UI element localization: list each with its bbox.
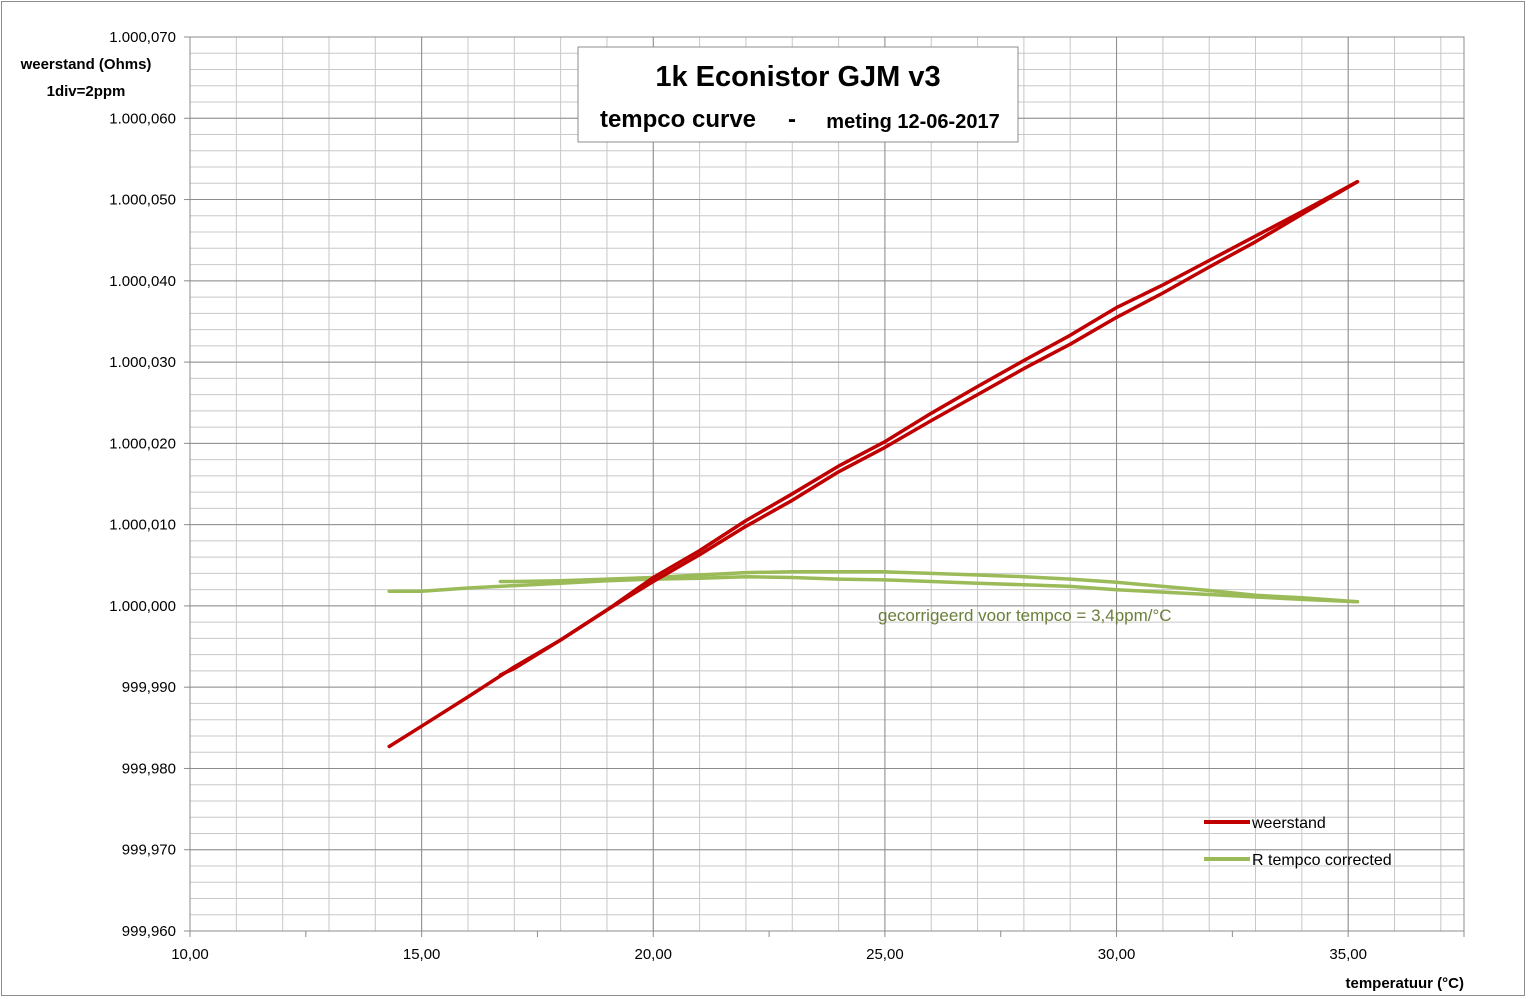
y-tick-label: 1.000,000: [109, 598, 176, 615]
x-tick-label: 10,00: [171, 946, 209, 963]
x-axis-label: temperatuur (°C): [1345, 975, 1464, 992]
legend-label-corrected: R tempco corrected: [1252, 852, 1392, 869]
y-tick-label: 1.000,030: [109, 354, 176, 371]
y-tick-label: 999,970: [122, 842, 176, 859]
chart-title: 1k Econistor GJM v3: [655, 61, 940, 93]
series-layer: [387, 179, 1360, 749]
x-tick-label: 30,00: [1098, 946, 1136, 963]
x-tick-label: 25,00: [866, 946, 904, 963]
x-axis-ticks: 10,00 15,00 20,00 25,00 30,00 35,00: [171, 931, 1465, 963]
y-tick-label: 1.000,010: [109, 517, 176, 534]
annotation-text: gecorrigeerd voor tempco = 3,4ppm/°C: [878, 606, 1172, 625]
chart-subtitle-left: tempco curve: [600, 106, 756, 133]
legend: weerstand R tempco corrected: [1204, 815, 1392, 869]
y-tick-label: 1.000,040: [109, 273, 176, 290]
chart-subtitle-separator: -: [788, 106, 796, 133]
y-tick-label: 1.000,020: [109, 435, 176, 452]
chart-subtitle-right: meting 12-06-2017: [826, 111, 999, 133]
x-tick-label: 15,00: [403, 946, 441, 963]
title-box-border: [577, 46, 1019, 143]
y-tick-label: 999,960: [122, 923, 176, 940]
x-tick-label: 35,00: [1329, 946, 1367, 963]
series-line-corrected-1: [498, 570, 1360, 604]
major-gridlines: [189, 36, 1464, 932]
series-line-weerstand-1: [498, 179, 1360, 677]
y-tick-label: 1.000,050: [109, 192, 176, 209]
x-tick-label: 20,00: [634, 946, 672, 963]
y-tick-label: 999,990: [122, 679, 176, 696]
y-axis-label: weerstand (Ohms): [20, 56, 152, 73]
title-box: 1k Econistor GJM v3 tempco curve - metin…: [577, 46, 1019, 143]
plot-area: [189, 36, 1465, 932]
y-axis-ticks: 999,960 999,970 999,980 999,990 1.000,000 1.0…: [109, 29, 190, 940]
series-line-corrected-0: [387, 574, 1360, 604]
series-line-weerstand-0: [387, 179, 1360, 749]
minor-gridlines: [189, 36, 1464, 932]
legend-label-weerstand: weerstand: [1251, 815, 1326, 832]
y-tick-label: 999,980: [122, 760, 176, 777]
y-axis-note: 1div=2ppm: [47, 83, 126, 100]
y-tick-label: 1.000,060: [109, 110, 176, 127]
y-tick-label: 1.000,070: [109, 29, 176, 46]
